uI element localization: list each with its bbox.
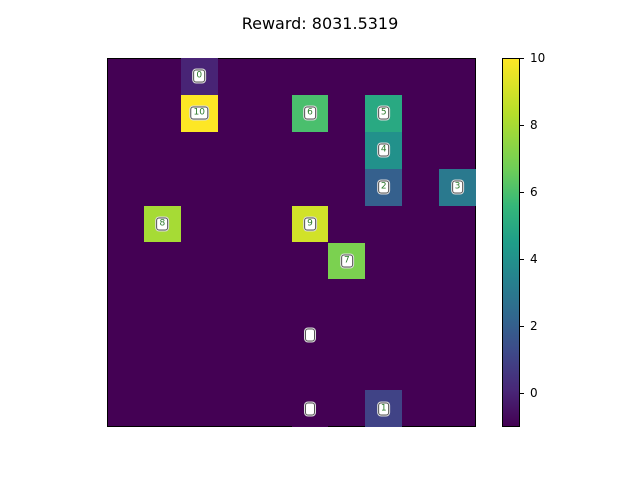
colorbar-tick-label: 8 <box>530 118 538 133</box>
colorbar-tick <box>520 259 524 261</box>
agent-marker: 5 <box>377 106 390 120</box>
colorbar-tick-label: 6 <box>530 185 538 200</box>
colorbar-tick-label: 4 <box>530 252 538 267</box>
colorbar <box>502 58 520 427</box>
colorbar-tick-label: 10 <box>530 51 546 65</box>
agent-marker: 0 <box>193 69 206 83</box>
game-grid: 0 10 6 5 4 2 3 8 9 7 1 <box>107 58 476 427</box>
agent-marker: 7 <box>340 254 353 268</box>
colorbar-tick <box>520 192 524 194</box>
agent-marker <box>304 328 315 342</box>
colorbar-tick-label: 2 <box>530 319 538 334</box>
agent-marker: 2 <box>377 180 390 194</box>
agent-marker: 10 <box>190 106 208 120</box>
colorbar-tick <box>520 125 524 127</box>
agent-marker: 1 <box>377 402 390 416</box>
colorbar-tick <box>520 326 524 328</box>
agent-marker: 8 <box>156 217 169 231</box>
reward-title: Reward: 8031.5319 <box>241 14 399 33</box>
agent-marker: 6 <box>304 106 316 120</box>
colorbar-tick-label: 0 <box>530 386 538 401</box>
agent-marker <box>304 402 315 416</box>
agent-marker: 4 <box>377 143 390 157</box>
agent-marker: 3 <box>451 180 464 194</box>
agent-marker: 9 <box>304 217 316 231</box>
colorbar-tick <box>520 393 524 395</box>
colorbar-tick <box>520 58 524 59</box>
